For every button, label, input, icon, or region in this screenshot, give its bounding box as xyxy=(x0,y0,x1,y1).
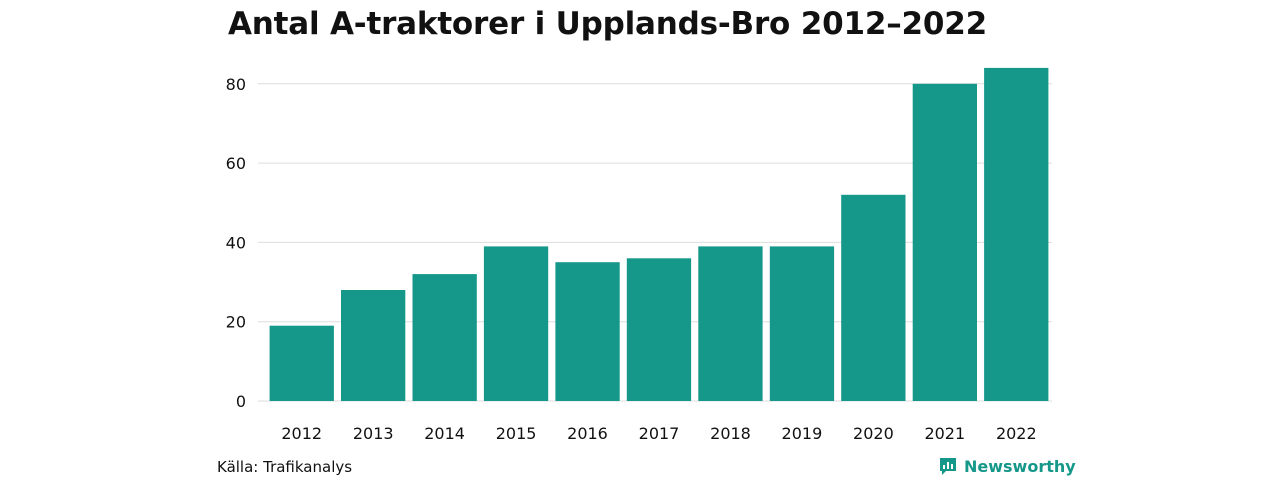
x-tick-label: 2019 xyxy=(782,424,823,443)
x-tick-label: 2014 xyxy=(424,424,465,443)
x-tick-label: 2013 xyxy=(353,424,394,443)
x-tick-label: 2022 xyxy=(996,424,1037,443)
x-tick-label: 2017 xyxy=(639,424,680,443)
x-tick-label: 2020 xyxy=(853,424,894,443)
y-tick-label: 40 xyxy=(226,233,246,252)
x-tick-label: 2012 xyxy=(281,424,322,443)
bar-2019 xyxy=(769,246,835,401)
brand-name: Newsworthy xyxy=(964,456,1076,476)
x-axis-ticks: 2012 2013 2014 2015 2016 2017 2018 2019 2020 2021… xyxy=(281,424,1036,443)
bar-2016 xyxy=(555,262,620,401)
bar-2013 xyxy=(341,290,406,401)
bar-2015 xyxy=(483,246,549,401)
bar-2020 xyxy=(841,194,906,401)
y-tick-label: 80 xyxy=(226,75,246,94)
bar-2017 xyxy=(626,258,692,401)
x-tick-label: 2016 xyxy=(567,424,608,443)
chart-title: Antal A-traktorer i Upplands-Bro 2012–20… xyxy=(228,6,987,42)
bar-2014 xyxy=(412,274,477,401)
bar-2018 xyxy=(698,246,763,401)
x-tick-label: 2015 xyxy=(496,424,537,443)
bar-2022 xyxy=(984,67,1049,402)
y-tick-label: 60 xyxy=(226,154,246,173)
bar-2012 xyxy=(269,325,334,401)
y-tick-label: 0 xyxy=(236,392,246,411)
newsworthy-logo-icon xyxy=(940,458,956,475)
x-tick-label: 2021 xyxy=(924,424,965,443)
y-tick-label: 20 xyxy=(226,313,246,332)
x-tick-label: 2018 xyxy=(710,424,751,443)
bars xyxy=(269,67,1049,402)
y-axis-ticks: 0 20 40 60 80 xyxy=(226,75,246,411)
source-note: Källa: Trafikanalys xyxy=(217,458,353,476)
bar-2021 xyxy=(912,83,977,402)
brand-logo: Newsworthy xyxy=(938,456,1076,476)
